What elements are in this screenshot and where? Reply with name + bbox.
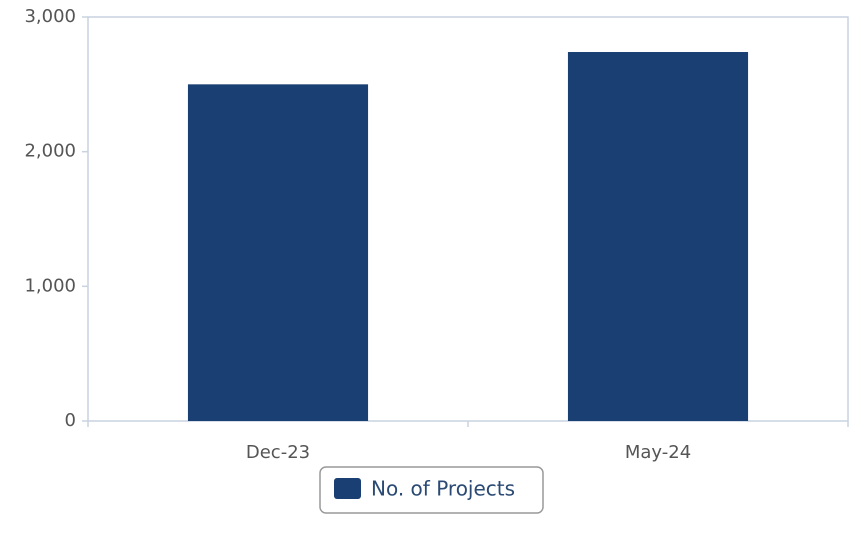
bar: [187, 84, 369, 421]
legend-swatch: [334, 478, 361, 499]
y-tick-label: 1,000: [24, 275, 76, 296]
y-tick-label: 0: [65, 410, 76, 431]
y-tick-label: 3,000: [24, 6, 76, 27]
bar: [567, 52, 749, 421]
x-tick-label: Dec-23: [246, 442, 310, 463]
y-tick-label: 2,000: [24, 141, 76, 162]
legend-label: No. of Projects: [371, 477, 515, 501]
legend-box: [319, 466, 544, 514]
x-tick-label: May-24: [625, 442, 691, 463]
